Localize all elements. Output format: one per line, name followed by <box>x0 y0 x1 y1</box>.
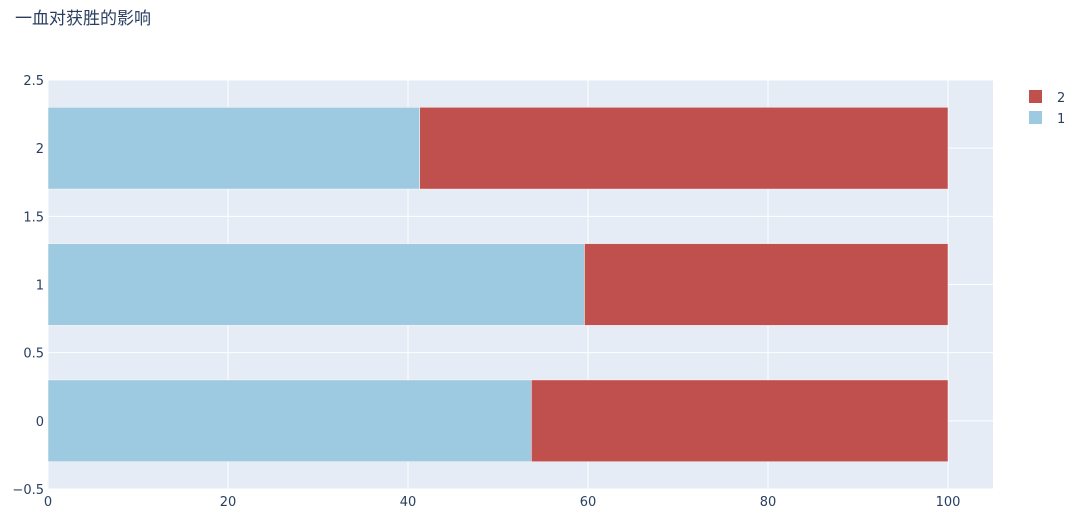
y-tick-label: 2.5 <box>23 74 44 89</box>
legend-item-1[interactable]: 1 <box>1029 111 1065 127</box>
x-tick-label: 40 <box>400 495 417 510</box>
bar-series-1-category-1[interactable] <box>47 243 585 326</box>
bar-series-2-category-2[interactable] <box>419 107 949 190</box>
bars <box>47 107 949 462</box>
y-tick-label: 1.5 <box>23 210 44 225</box>
legend[interactable]: 21 <box>1029 90 1065 127</box>
y-tick-label: 0.5 <box>23 347 44 362</box>
x-tick-label: 100 <box>936 495 961 510</box>
bar-series-2-category-0[interactable] <box>531 379 949 462</box>
y-tick-label: 2 <box>36 142 44 157</box>
x-tick-label: 60 <box>580 495 597 510</box>
legend-item-2[interactable]: 2 <box>1029 90 1065 106</box>
y-tick-label: −0.5 <box>12 483 44 498</box>
legend-swatch <box>1029 111 1042 124</box>
y-tick-label: 0 <box>36 415 44 430</box>
legend-label: 2 <box>1057 91 1065 106</box>
x-tick-label: 0 <box>44 495 52 510</box>
bar-series-2-category-1[interactable] <box>584 243 949 326</box>
bar-series-1-category-0[interactable] <box>47 379 532 462</box>
x-tick-label: 80 <box>760 495 777 510</box>
x-tick-label: 20 <box>220 495 237 510</box>
y-axis: −0.5 0 0.5 1 1.5 2 2.5 <box>12 74 44 498</box>
x-axis: 0 20 40 60 80 100 <box>44 495 961 510</box>
bar-series-1-category-2[interactable] <box>47 107 420 190</box>
legend-swatch <box>1029 90 1042 103</box>
legend-label: 1 <box>1057 112 1065 127</box>
chart-title: 一血对获胜的影响 <box>15 9 151 29</box>
y-tick-label: 1 <box>36 279 44 294</box>
